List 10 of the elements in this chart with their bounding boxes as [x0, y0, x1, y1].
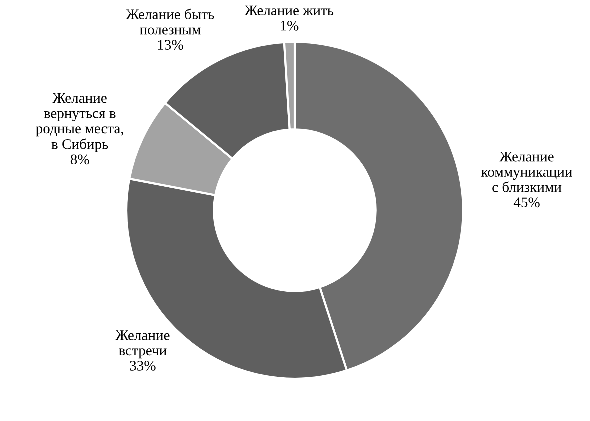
- data-label: 8%: [70, 154, 90, 165]
- data-label: 1%: [281, 20, 299, 31]
- data-label: 13%: [158, 40, 184, 50]
- slice-label: Желание встречи: [116, 330, 170, 359]
- data-label: 45%: [514, 198, 540, 208]
- slice-label: Желание быть полезным: [126, 8, 214, 35]
- slice-label: Желание вернуться в родные места, в Сибирь: [36, 93, 124, 152]
- slice-label: Желание коммуникации с близкими: [482, 152, 572, 192]
- data-label: 33%: [130, 361, 156, 371]
- slice-label: Желание жить: [244, 6, 334, 16]
